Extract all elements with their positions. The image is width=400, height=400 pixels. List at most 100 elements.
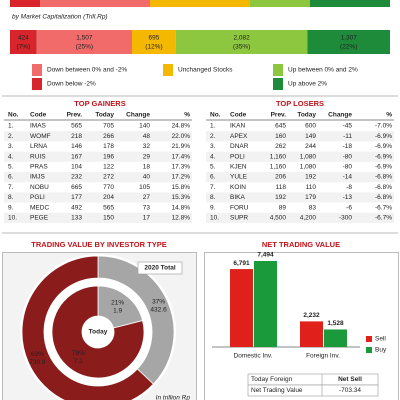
category-label: Foreign Inv. <box>306 353 340 360</box>
cell: 272 <box>103 174 114 181</box>
legend-label: Down between 0% and -2% <box>47 67 127 74</box>
net-title: NET TRADING VALUE <box>262 240 340 249</box>
cell: 8. <box>8 194 14 201</box>
column-header: % <box>184 112 190 119</box>
bar-label: 2,232 <box>303 312 320 319</box>
cell: 146 <box>71 143 82 150</box>
cell: MEDC <box>30 204 49 211</box>
column-header: Change <box>328 112 352 119</box>
cell: KJEN <box>230 164 247 171</box>
row-band <box>206 151 394 162</box>
cap-value: 695 <box>149 35 160 42</box>
cell: -6.9% <box>375 153 392 160</box>
column-header: % <box>386 112 392 119</box>
cell: 73 <box>143 204 151 211</box>
cell: 1,160 <box>270 164 287 171</box>
column-header: No. <box>8 112 19 119</box>
cap-value: 1,507 <box>76 35 93 42</box>
cell: 5. <box>8 164 14 171</box>
cell: 7. <box>8 184 14 191</box>
column-header: Today <box>95 112 114 119</box>
cell: 2. <box>8 133 14 140</box>
cell: 10. <box>210 215 219 222</box>
cell: 244 <box>305 143 316 150</box>
cell: 4,200 <box>300 215 317 222</box>
cell: IMAS <box>30 123 47 130</box>
cell: -6.7% <box>375 204 392 211</box>
cell: 204 <box>103 194 114 201</box>
cell: 1. <box>210 123 216 130</box>
slice-value: 7.1 <box>74 358 83 365</box>
cell: 24.8% <box>172 123 191 130</box>
investor-title: TRADING VALUE BY INVESTOR TYPE <box>31 240 166 249</box>
subtitle: by Market Capitalization (Trill.Rp) <box>12 14 108 21</box>
cell: YULE <box>230 174 248 181</box>
cell: 29 <box>143 153 151 160</box>
cell: 177 <box>71 194 82 201</box>
legend-label: Up above 2% <box>288 81 327 88</box>
cell: 2. <box>210 133 216 140</box>
cell: LRNA <box>30 143 48 150</box>
cell: 110 <box>306 184 317 191</box>
net-cell: Net Trading Value <box>251 387 303 394</box>
bar <box>230 269 253 347</box>
cell: 9. <box>210 204 216 211</box>
cell: 118 <box>276 184 287 191</box>
cell: 1,160 <box>270 153 287 160</box>
row-band <box>4 172 192 183</box>
cell: 17.3% <box>172 164 191 171</box>
cell: 565 <box>103 204 114 211</box>
column-header: No. <box>210 112 221 119</box>
cap-value: 2,082 <box>234 35 251 42</box>
cell: 160 <box>275 133 286 140</box>
gainers-title: TOP GAINERS <box>74 99 125 108</box>
legend-swatch <box>32 78 42 90</box>
cell: 149 <box>305 133 316 140</box>
legend-swatch <box>32 64 42 76</box>
cell: 1,080 <box>300 164 317 171</box>
cell: 14.8% <box>172 204 191 211</box>
column-header: Today <box>297 112 316 119</box>
cell: 9. <box>8 204 14 211</box>
cell: KOIN <box>230 184 246 191</box>
net-row <box>247 384 379 397</box>
cell: 3. <box>210 143 216 150</box>
cell: NOBU <box>30 184 49 191</box>
cell: 179 <box>305 194 316 201</box>
cell: 40 <box>143 174 151 181</box>
slice-value: 730.9 <box>29 359 46 366</box>
cell: 22.0% <box>172 133 191 140</box>
legend-swatch <box>366 347 372 353</box>
slice-pct: 37% <box>152 299 165 306</box>
cell: 262 <box>275 143 286 150</box>
cell: SUPR <box>230 215 248 222</box>
cell: 192 <box>275 194 286 201</box>
legend-swatch <box>366 336 372 342</box>
cell: WOMF <box>30 133 51 140</box>
row-band <box>4 151 192 162</box>
category-label: Domestic Inv. <box>234 353 273 360</box>
cell: 18 <box>143 164 151 171</box>
cell: 232 <box>71 174 82 181</box>
slice-pct: 79% <box>72 350 85 357</box>
cell: -80 <box>343 153 353 160</box>
cap-segment <box>131 30 176 54</box>
column-header: Prev. <box>67 112 83 119</box>
cell: IMJS <box>30 174 45 181</box>
donut-hole <box>82 316 114 348</box>
bar <box>324 329 347 347</box>
cell: 32 <box>143 143 151 150</box>
cell: -6.8% <box>375 174 392 181</box>
cell: 705 <box>103 123 114 130</box>
cell: 17 <box>143 215 151 222</box>
cell: 6. <box>8 174 14 181</box>
cell: 770 <box>103 184 114 191</box>
cell: 21.9% <box>172 143 191 150</box>
cap-segment <box>175 30 308 54</box>
cell: -8 <box>346 184 352 191</box>
cell: IKAN <box>230 123 245 130</box>
outer-label: 2020 Total <box>144 265 176 272</box>
cap-value: 1,307 <box>341 35 358 42</box>
cell: 167 <box>71 153 82 160</box>
